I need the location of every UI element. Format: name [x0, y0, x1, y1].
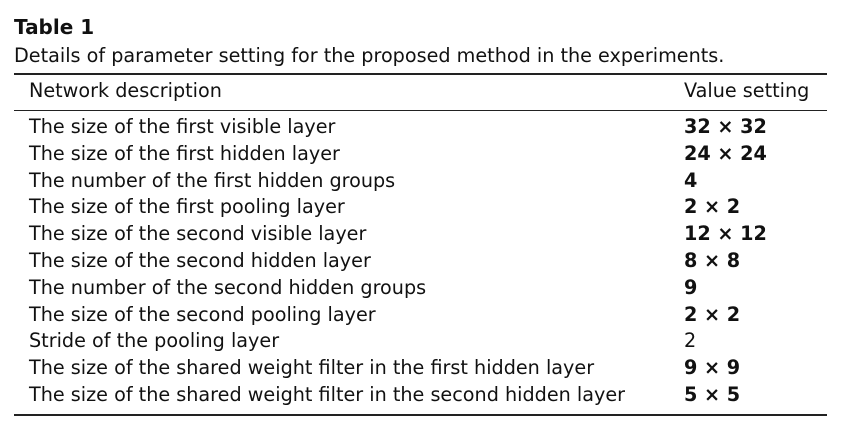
row-description: The number of the first hidden groups [29, 168, 396, 192]
table-row: The size of the shared weight filter in … [0, 355, 845, 381]
table-row: The size of the shared weight filter in … [0, 382, 845, 408]
row-description: The size of the first pooling layer [29, 195, 345, 219]
row-value: 2 × 2 [684, 195, 741, 219]
table-label: Table 1 [14, 15, 95, 39]
row-value: 8 × 8 [684, 249, 741, 272]
table-row: Stride of the pooling layer 2 [0, 328, 845, 354]
table-row: The number of the second hidden groups 9 [0, 275, 845, 301]
row-description: The size of the first hidden layer [29, 141, 340, 165]
row-description: The size of the second hidden layer [29, 249, 371, 272]
table-bottom-rule [14, 414, 827, 416]
table-top-rule [14, 73, 827, 75]
table-row: The size of the first visible layer 32 × … [0, 114, 845, 140]
row-description: The size of the shared weight filter in … [29, 383, 626, 406]
header-value-setting: Value setting [684, 79, 810, 102]
row-value: 32 × 32 [684, 115, 767, 138]
table-row: The size of the first hidden layer 24 × 2… [0, 141, 845, 167]
table-row: The number of the first hidden groups 4 [0, 168, 845, 194]
table-caption: Details of parameter setting for the pro… [14, 44, 725, 67]
header-network-description: Network description [29, 79, 222, 102]
table-row: The size of the second visible layer 12 ×… [0, 221, 845, 247]
row-value: 4 [684, 168, 698, 192]
row-value: 2 × 2 [684, 302, 741, 326]
row-description: The size of the second visible layer [29, 222, 367, 246]
table-row: The size of the second hidden layer 8 × 8 [0, 248, 845, 274]
row-description: The size of the first visible layer [29, 115, 336, 138]
row-description: Stride of the pooling layer [29, 329, 280, 353]
row-description: The size of the shared weight filter in … [29, 356, 595, 380]
row-value: 5 × 5 [684, 383, 741, 406]
table-row: The size of the first pooling layer 2 × 2 [0, 194, 845, 220]
row-value: 9 × 9 [684, 356, 741, 380]
row-value: 2 [684, 329, 697, 353]
row-description: The size of the second pooling layer [29, 302, 376, 326]
table-row: The size of the second pooling layer 2 × … [0, 302, 845, 328]
row-value: 9 [684, 275, 698, 299]
row-value: 12 × 12 [684, 222, 767, 246]
table-header-rule [14, 110, 827, 111]
row-description: The number of the second hidden groups [29, 275, 427, 299]
row-value: 24 × 24 [684, 141, 767, 165]
